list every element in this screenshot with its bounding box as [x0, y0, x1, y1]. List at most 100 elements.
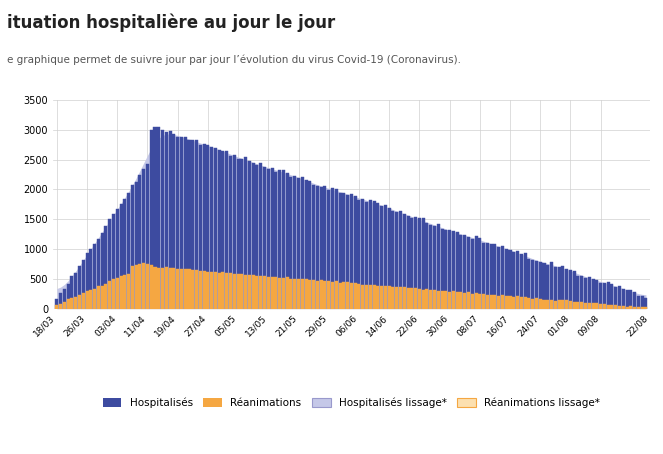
Bar	[429, 225, 432, 309]
Bar	[116, 208, 119, 309]
Bar	[188, 140, 190, 309]
Bar	[440, 228, 444, 309]
Bar	[131, 266, 134, 309]
Bar	[599, 304, 602, 309]
Bar	[63, 289, 66, 309]
Bar	[357, 284, 361, 309]
Bar	[339, 283, 341, 309]
Bar	[591, 303, 595, 309]
Bar	[180, 269, 183, 309]
Bar	[86, 291, 89, 309]
Bar	[467, 237, 470, 309]
Bar	[324, 281, 326, 309]
Bar	[493, 244, 497, 309]
Bar	[304, 180, 308, 309]
Bar	[573, 271, 575, 309]
Bar	[278, 170, 281, 309]
Bar	[520, 297, 523, 309]
Bar	[342, 282, 345, 309]
Bar	[267, 277, 270, 309]
Bar	[67, 284, 70, 309]
Bar	[463, 293, 466, 309]
Bar	[482, 243, 485, 309]
Bar	[119, 204, 123, 309]
Bar	[618, 286, 621, 309]
Bar	[622, 306, 625, 309]
Bar	[154, 127, 156, 309]
Bar	[312, 185, 315, 309]
Bar	[172, 133, 176, 309]
Bar	[297, 178, 300, 309]
Bar	[353, 283, 357, 309]
Bar	[93, 243, 96, 309]
Bar	[444, 291, 448, 309]
Bar	[203, 271, 206, 309]
Bar	[418, 289, 421, 309]
Bar	[429, 290, 432, 309]
Bar	[127, 192, 130, 309]
Bar	[380, 206, 383, 309]
Bar	[241, 159, 243, 309]
Bar	[286, 173, 288, 309]
Bar	[55, 299, 58, 309]
Bar	[463, 235, 466, 309]
Bar	[433, 291, 436, 309]
Bar	[550, 262, 553, 309]
Bar	[406, 287, 410, 309]
Bar	[217, 272, 221, 309]
Bar	[157, 127, 160, 309]
Bar	[486, 295, 489, 309]
Bar	[377, 203, 379, 309]
Bar	[629, 291, 633, 309]
Bar	[524, 297, 526, 309]
Bar	[516, 251, 519, 309]
Text: e graphique permet de suivre jour par jour l’évolution du virus Covid-19 (Corona: e graphique permet de suivre jour par jo…	[7, 54, 461, 65]
Bar	[633, 292, 636, 309]
Bar	[135, 265, 138, 309]
Bar	[304, 279, 308, 309]
Bar	[542, 262, 546, 309]
Bar	[150, 265, 152, 309]
Bar	[188, 269, 190, 309]
Bar	[562, 301, 564, 309]
Bar	[119, 276, 123, 309]
Bar	[509, 296, 512, 309]
Bar	[320, 281, 323, 309]
Bar	[233, 274, 236, 309]
Bar	[501, 295, 504, 309]
Bar	[104, 284, 107, 309]
Bar	[369, 285, 372, 309]
Bar	[414, 288, 417, 309]
Bar	[116, 277, 119, 309]
Bar	[342, 193, 345, 309]
Bar	[607, 305, 610, 309]
Bar	[339, 193, 341, 309]
Bar	[157, 267, 160, 309]
Bar	[373, 201, 375, 309]
Bar	[388, 286, 391, 309]
Bar	[308, 281, 312, 309]
Bar	[67, 299, 70, 309]
Bar	[644, 307, 648, 309]
Bar	[233, 155, 236, 309]
Bar	[512, 252, 515, 309]
Bar	[437, 224, 440, 309]
Bar	[78, 295, 81, 309]
Bar	[562, 266, 564, 309]
Bar	[259, 163, 263, 309]
Bar	[97, 239, 100, 309]
Bar	[527, 259, 530, 309]
Bar	[527, 298, 530, 309]
Bar	[184, 269, 187, 309]
Bar	[614, 287, 617, 309]
Bar	[426, 223, 428, 309]
Bar	[475, 237, 477, 309]
Bar	[459, 292, 462, 309]
Bar	[478, 294, 481, 309]
Bar	[63, 301, 66, 309]
Bar	[335, 281, 337, 309]
Bar	[569, 270, 572, 309]
Bar	[123, 199, 127, 309]
Bar	[248, 161, 251, 309]
Bar	[210, 147, 213, 309]
